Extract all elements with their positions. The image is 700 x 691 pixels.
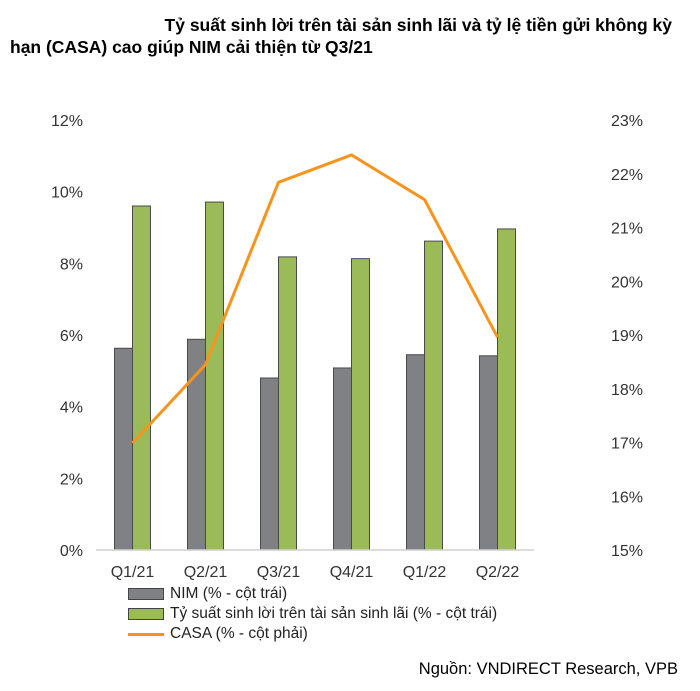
legend-label-nim: NIM (% - cột trái) <box>170 585 288 602</box>
y-left-tick-label: 10% <box>51 185 83 202</box>
bar-yield <box>351 258 370 551</box>
title-line-2: hạn (CASA) cao giúp NIM cải thiện từ Q3/… <box>10 37 373 57</box>
legend-label-casa: CASA (% - cột phải) <box>170 625 308 642</box>
chart-title: Tỷ suất sinh lời trên tài sản sinh lãi v… <box>0 14 672 58</box>
legend-line-casa <box>128 632 164 636</box>
bar-yield <box>424 240 443 551</box>
source-note: Nguồn: VNDIRECT Research, VPB <box>418 660 678 678</box>
bar-nim <box>406 354 425 551</box>
legend-item-yield: Tỷ suất sinh lời trên tài sản sinh lãi (… <box>128 604 497 624</box>
y-right-tick-label: 15% <box>611 543 643 560</box>
legend-swatch-yield <box>128 608 164 620</box>
x-tick-label: Q2/22 <box>476 564 520 581</box>
y-right-tick-label: 18% <box>611 382 643 399</box>
bar-yield <box>132 205 151 551</box>
x-tick-label: Q2/21 <box>184 564 228 581</box>
y-right-tick-label: 21% <box>611 221 643 238</box>
bar-nim <box>187 338 206 551</box>
legend-item-nim: NIM (% - cột trái) <box>128 584 497 604</box>
y-left-tick-label: 8% <box>60 256 83 273</box>
legend: NIM (% - cột trái) Tỷ suất sinh lời trên… <box>128 584 497 644</box>
legend-swatch-nim <box>128 588 164 600</box>
line-casa <box>131 153 499 445</box>
x-tick-label: Q3/21 <box>257 564 301 581</box>
bar-yield <box>205 201 224 551</box>
y-left-tick-label: 0% <box>60 543 83 560</box>
title-line-1: Tỷ suất sinh lời trên tài sản sinh lãi v… <box>164 15 672 35</box>
x-tick-label: Q1/22 <box>403 564 447 581</box>
y-left-tick-label: 4% <box>60 400 83 417</box>
x-tick-label: Q1/21 <box>111 564 155 581</box>
y-left-tick-label: 2% <box>60 471 83 488</box>
y-right-tick-label: 22% <box>611 167 643 184</box>
y-right-tick-label: 16% <box>611 489 643 506</box>
y-right-tick-label: 23% <box>611 113 643 130</box>
bar-yield <box>278 256 297 551</box>
bar-nim <box>333 367 352 551</box>
y-right-tick-label: 19% <box>611 328 643 345</box>
y-right-tick-label: 17% <box>611 436 643 453</box>
y-right-tick-label: 20% <box>611 274 643 291</box>
bar-nim <box>479 355 498 551</box>
bar-yield <box>497 228 516 551</box>
bar-nim <box>260 377 279 551</box>
y-left-tick-label: 6% <box>60 328 83 345</box>
legend-item-casa: CASA (% - cột phải) <box>128 624 497 644</box>
x-tick-label: Q4/21 <box>330 564 374 581</box>
bar-nim <box>114 347 133 551</box>
legend-label-yield: Tỷ suất sinh lời trên tài sản sinh lãi (… <box>170 605 498 622</box>
y-left-tick-label: 12% <box>51 113 83 130</box>
